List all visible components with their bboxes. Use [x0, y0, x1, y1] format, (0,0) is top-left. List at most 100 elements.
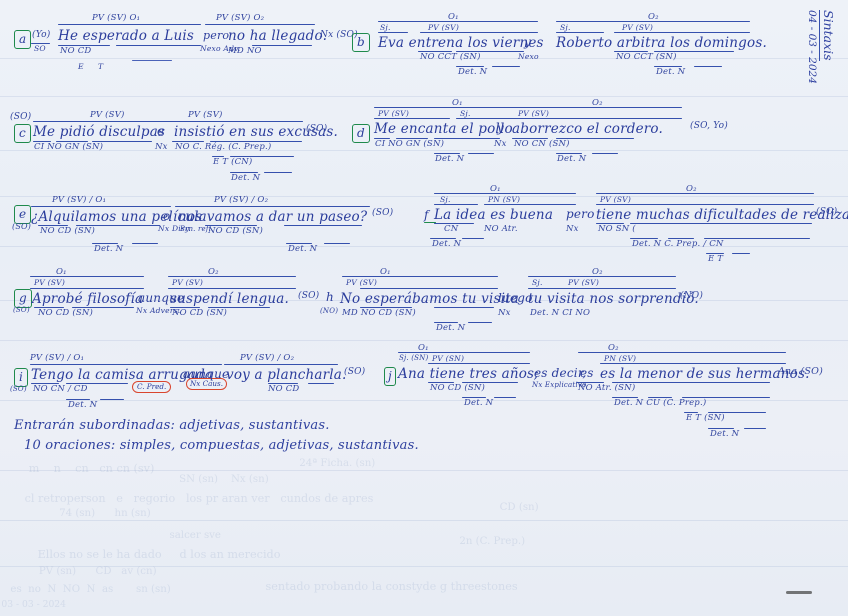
bleedthrough-text: salcer sve — [169, 530, 221, 541]
clause-sub-b1: Det. N — [458, 67, 488, 77]
connector-label-j: Nx Explicativo — [532, 381, 587, 389]
clause-top-b1: O₁ — [448, 12, 459, 22]
extra-label-e: Prn. refl. — [180, 225, 214, 233]
pv-h1: PV (SV) — [346, 278, 378, 287]
bleedthrough-text: Ellos no se le ha dado d los an merecido — [37, 548, 281, 561]
clause-words-e1: ¿Alquilamos una película — [31, 209, 207, 225]
clause-labels-i2: NO CD — [268, 384, 300, 394]
exercise-letter-j[interactable]: j — [384, 367, 396, 386]
clause-words-f2: tiene muchas dificultades de realización… — [596, 207, 848, 223]
exercise-letter-d[interactable]: d — [352, 124, 370, 143]
exercise-letter-c[interactable]: c — [14, 124, 31, 143]
exercise-letter-f[interactable]: f — [424, 208, 429, 222]
clause-labels-g1: NO CD (SN) — [38, 308, 94, 318]
paper-rule — [0, 400, 848, 401]
pv-g1: PV (SV) — [34, 278, 66, 287]
connector-a: pero — [203, 29, 230, 42]
exercise-letter-g[interactable]: g — [14, 289, 32, 308]
clause-sub2-f2: E T — [708, 254, 724, 264]
sublabel-a-e: E — [78, 62, 84, 71]
paper-rule — [0, 340, 848, 341]
paper-rule — [0, 300, 848, 301]
connector-label-f: Nx — [566, 224, 579, 234]
tail-note-e: (SO) — [372, 208, 394, 218]
clause-words-a2: no ha llegado. — [228, 28, 328, 44]
paper-rule — [0, 96, 848, 97]
tail-note-f: (SO) — [816, 207, 838, 217]
subject-note-h: (NO) — [320, 307, 339, 315]
connector-f: pero — [566, 207, 595, 221]
connector-label-g: Nx Advers. — [136, 306, 181, 315]
subject-note-sub-a: SO — [34, 44, 46, 53]
exercise-letter-b[interactable]: b — [352, 33, 370, 52]
footer-line-2: 10 oraciones: simples, compuestas, adjet… — [24, 438, 419, 453]
exercise-letter-h[interactable]: h — [326, 290, 334, 304]
clause-sub-i1: Det. N — [68, 400, 98, 410]
connector-label-e: Nx Disy. — [158, 224, 192, 233]
clause-words-i1: Tengo la camisa arrugada — [31, 367, 214, 383]
clause-sub-d2: Det. N — [557, 154, 587, 164]
clause-sub-j2: Det. N CU (C. Prep.) — [614, 398, 707, 408]
connector-h: luego — [498, 291, 533, 305]
header-date: 04 - 03 - 2024 — [806, 10, 818, 84]
clause-words-d1: Me encanta el pollo — [374, 121, 513, 137]
connector-e: o — [163, 209, 171, 223]
subject-note-a: (Yo) — [32, 30, 51, 40]
pv-f1: PN (SV) — [488, 195, 521, 204]
clause-labels-e1: NO CD (SN) — [40, 226, 96, 236]
connector-label-h: Nx — [498, 308, 511, 318]
paper-rule — [0, 58, 848, 59]
exercise-letter-e[interactable]: e — [14, 205, 32, 224]
clause-top-b2: O₂ — [648, 12, 659, 22]
clause-labels-j2: NO Atr. (SN) — [578, 383, 636, 393]
connector-c: e — [157, 124, 165, 138]
clause-top-e2: PV (SV) / O₂ — [214, 195, 269, 205]
bleedthrough-text: m n cn cn cn (sv) — [28, 462, 155, 475]
exercise-letter-a[interactable]: a — [14, 30, 32, 49]
clause-top-f2: O₂ — [686, 184, 697, 194]
clause-labels-g2: NO CD (SN) — [172, 308, 228, 318]
bleedthrough-text: SN (sn) Nx (sn) — [179, 474, 269, 485]
connector-g: aunque — [138, 291, 185, 305]
clause-top-i2: PV (SV) / O₂ — [240, 353, 295, 363]
paper-rule — [0, 150, 848, 151]
sj-b2: Sj. — [560, 23, 571, 32]
connector-label-c: Nx — [155, 142, 168, 152]
clause-labels-c2: NO C. Rég. (C. Prep.) — [175, 142, 272, 152]
sublabel-a-t: T — [98, 62, 104, 71]
clause-labels-d2: NO CN (SN) — [514, 139, 570, 149]
clause-sub3-j2: Det. N — [710, 429, 740, 439]
bleedthrough-text: sentado probando la constyde g threeston… — [265, 580, 518, 593]
clause-top-c2: PV (SV) — [188, 110, 223, 120]
clause-labels-f2: NO SN ( — [598, 224, 636, 234]
clause-sub-d1: Det. N — [435, 154, 465, 164]
clause-words-j2: es la menor de sus hermanos. — [600, 366, 810, 382]
tail-note-a: Nx (SO) — [320, 30, 358, 40]
pv-f2: PV (SV) — [600, 195, 632, 204]
clause-top-d2: O₂ — [592, 98, 603, 108]
clause-labels-f1: NO Atr. — [484, 224, 518, 234]
clause-top-g1: O₁ — [56, 267, 67, 277]
bleedthrough-text: 2n (C. Prep.) — [459, 536, 526, 547]
subject-note-g: (SO) — [13, 306, 30, 314]
clause-labels-e2: NO CD (SN) — [208, 226, 264, 236]
tail-note-h: (NO) — [680, 291, 704, 301]
clause-words-h1: No esperábamos tu visita — [340, 291, 519, 307]
clause-labels-a2: MD NO — [228, 46, 262, 56]
tail-note-j: Ana (SO) — [778, 366, 823, 377]
clause-labels-h2: Det. N CI NO — [530, 308, 591, 318]
clause-labels-i1: NO CN / CD — [33, 384, 88, 394]
clause-words-b2: Roberto arbitra los domingos. — [556, 35, 767, 51]
clause-words-j1: Ana tiene tres años; — [398, 366, 539, 382]
clause-top-j2: O₂ — [608, 343, 619, 353]
clause-top-c1: PV (SV) — [90, 110, 125, 120]
connector-label-a: Nexo Adv. — [200, 44, 241, 53]
exercise-letter-i[interactable]: i — [14, 368, 28, 387]
clause-sub-e1: Det. N — [94, 244, 124, 254]
bleedthrough-text: CD (sn) — [499, 502, 539, 513]
paper-rule — [0, 566, 848, 567]
clause-words-i2: voy a plancharla. — [226, 367, 347, 383]
clause-top-h1: O₁ — [380, 267, 391, 277]
paper-rule — [0, 470, 848, 471]
clause-top-g2: O₂ — [208, 267, 219, 277]
